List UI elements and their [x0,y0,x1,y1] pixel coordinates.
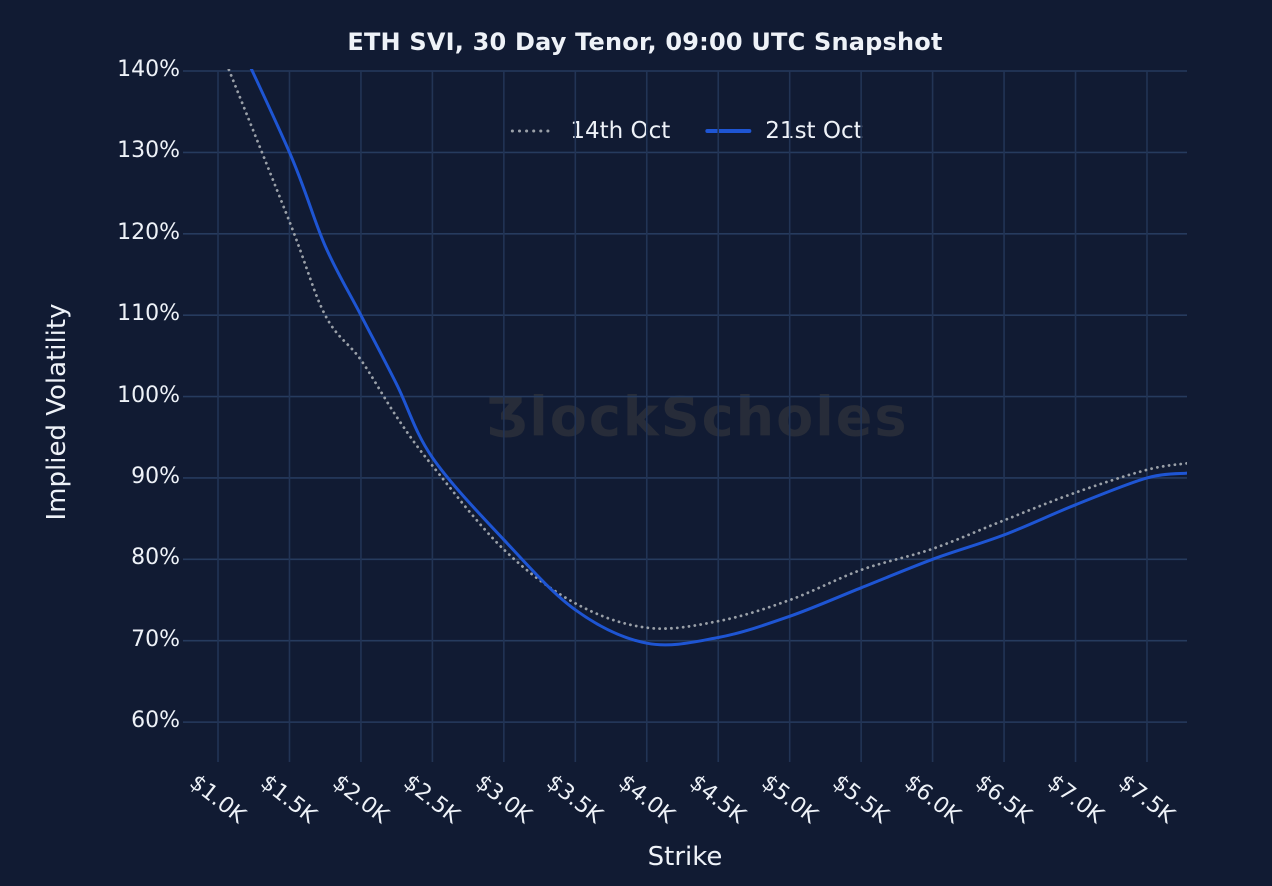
solid-line-sample [705,129,752,133]
y-tick-label: 100% [117,382,180,408]
legend-label-21st-oct: 21st Oct [765,118,863,144]
chart-title: ETH SVI, 30 Day Tenor, 09:00 UTC Snapsho… [347,28,943,56]
legend-label-14th-oct: 14th Oct [570,118,671,144]
x-axis-label: Strike [647,842,723,872]
legend-item-14th-oct: 14th Oct [509,118,670,144]
series-curve-21st-oct [249,69,1187,647]
legend-item-21st-oct: 21st Oct [704,118,863,144]
y-tick-label: 90% [131,463,180,489]
y-tick-label: 120% [117,219,180,245]
y-tick-label: 80% [131,545,180,571]
y-tick-label: 140% [117,57,180,82]
y-tick-label: 130% [117,138,180,164]
y-tick-label: 70% [131,626,180,652]
y-tick-label: 60% [131,708,180,734]
dotted-line-sample [510,129,556,133]
y-tick-label: 110% [117,301,180,327]
series-curve-14th-oct [227,69,1187,631]
legend: 14th Oct 21st Oct [509,118,863,144]
